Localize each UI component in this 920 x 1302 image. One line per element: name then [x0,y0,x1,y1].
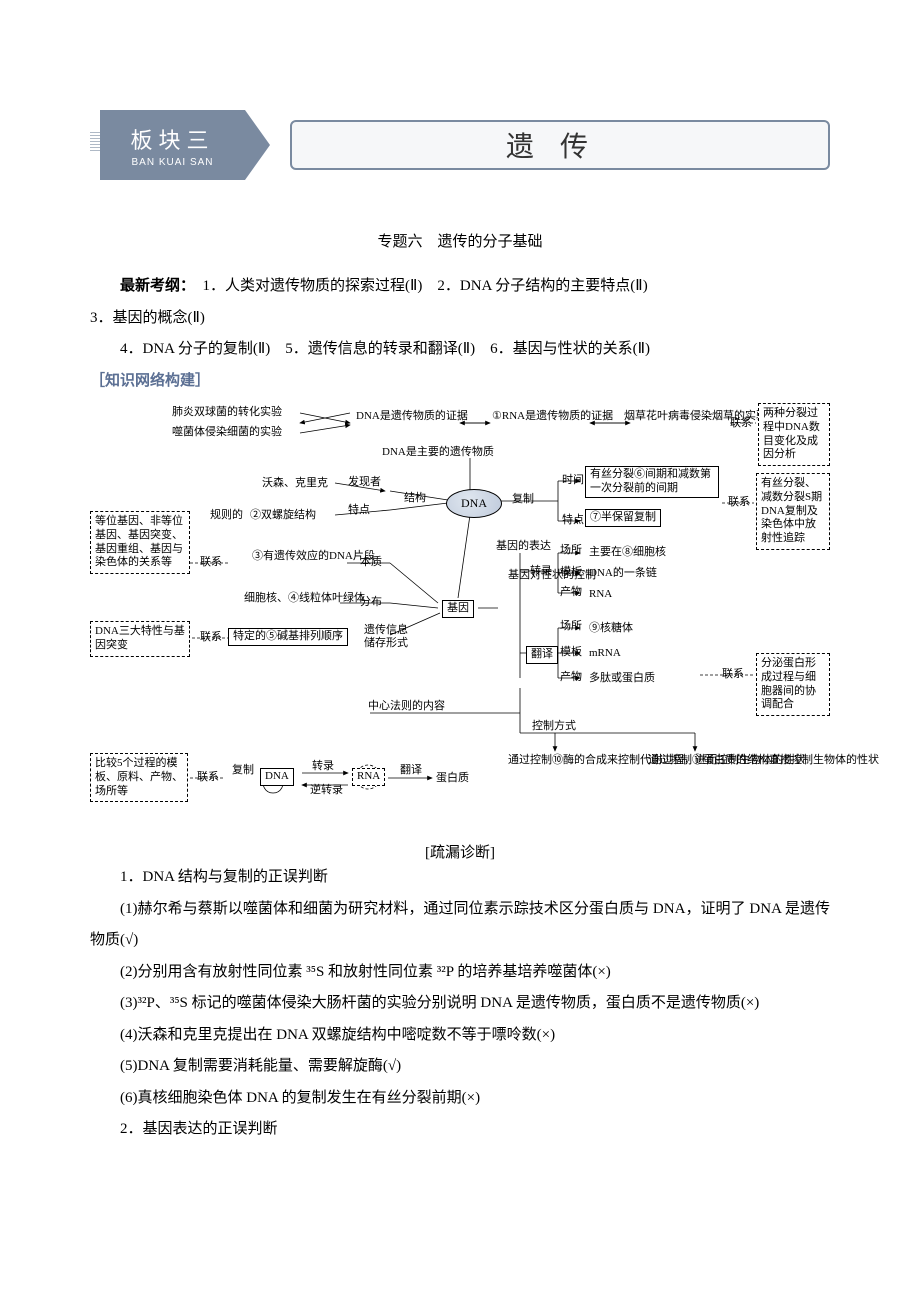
qa-h1: 1．DNA 结构与复制的正误判断 [90,862,830,894]
dg-top-left1: 肺炎双球菌的转化实验 [170,405,284,421]
qa-1-2: (2)分别用含有放射性同位素 ³⁵S 和放射性同位素 ³²P 的培养基培养噬菌体… [90,957,830,989]
dg-dogma-translate: 翻译 [398,763,424,779]
knowledge-diagram: 肺炎双球菌的转化实验 噬菌体侵染细菌的实验 DNA是遗传物质的证据 ①RNA是遗… [90,403,830,833]
dg-box-top-right: 两种分裂过程中DNA数目变化及成因分析 [758,403,830,466]
dg-tl-place: ⑨核糖体 [587,621,635,637]
module-block-pinyin: BAN KUAI SAN [131,157,213,168]
dg-way2: 通过控制⑪蛋白质的结构直接控制生物体的性状 [646,753,786,769]
dg-link-2: 联系 [726,495,752,511]
module-title: 遗传 [290,120,830,170]
dg-top-right1: 烟草花叶病毒侵染烟草的实验 [622,409,722,425]
qa-1-4: (4)沃森和克里克提出在 DNA 双螺旋结构中嘧啶数不等于嘌呤数(×) [90,1020,830,1052]
outline-line-3: 4．DNA 分子的复制(Ⅱ) 5．遗传信息的转录和翻译(Ⅱ) 6．基因与性状的关… [90,334,830,366]
dg-copy-feat: ⑦半保留复制 [585,509,661,527]
dg-tr-product-lbl: 产物 [558,585,584,601]
dg-tl-place-lbl: 场所 [558,619,584,635]
dg-ctrl-col: 基因对性状的控制 [506,568,520,584]
dg-info-store: 储存形式 [362,636,410,652]
dg-dna-main: DNA是主要的遗传物质 [380,445,496,461]
dg-link-4: 联系 [198,630,224,646]
outline-line-2: 3．基因的概念(Ⅱ) [90,303,830,335]
dg-struct-lbl: 结构 [402,491,428,507]
dg-discoverer: 沃森、克里克 [260,476,330,492]
module-banner: 板块三 BAN KUAI SAN 遗传 [90,100,830,190]
dg-box-right-mid: 有丝分裂、减数分裂S期DNA复制及染色体中放射性追踪 [756,473,830,550]
qa-1-1: (1)赫尔希与蔡斯以噬菌体和细菌为研究材料，通过同位素示踪技术区分蛋白质与 DN… [90,894,830,957]
dg-discoverer-lbl: 发现者 [346,475,383,491]
qa-h2: 2．基因表达的正误判断 [90,1114,830,1146]
dg-ctrl-mode-lbl: 控制方式 [530,719,578,735]
dg-time-lbl: 时间 [560,473,586,489]
dg-tr-template: DNA的一条链 [587,566,659,582]
qa-1-6: (6)真核细胞染色体 DNA 的复制发生在有丝分裂前期(×) [90,1083,830,1115]
section-check-title: [疏漏诊断] [90,841,830,862]
dg-box-left-mid: 等位基因、非等位基因、基因突变、基因重组、基因与染色体的关系等 [90,511,190,574]
dg-top-mid2: ①RNA是遗传物质的证据 [490,409,590,425]
outline-lead: 最新考纲： [120,278,188,294]
dg-box-left-bot2: 比较5个过程的模板、原料、产物、场所等 [90,753,188,802]
dg-link-5: 联系 [720,667,746,683]
section-knowledge: ［知识网络构建］ [90,366,830,398]
dg-feature-lbl: 特点 [346,503,372,519]
dg-copy-lbl: 复制 [510,492,536,508]
dg-hub-oval: DNA [446,489,502,518]
dg-dogma-dna: DNA [260,768,294,786]
dg-link-6: 联系 [195,770,221,786]
dg-expr-col: 基因的表达 [494,539,508,555]
qa-1-3: (3)³²P、³⁵S 标记的噬菌体侵染大肠杆菌的实验分别说明 DNA 是遗传物质… [90,988,830,1020]
dg-tr-place: 主要在⑧细胞核 [587,545,668,561]
dg-top-left2: 噬菌体侵染细菌的实验 [170,425,284,441]
dg-gene-box: 基因 [442,600,474,618]
dg-central-dogma-lbl: 中心法则的内容 [366,699,447,715]
dg-tl-template-lbl: 模板 [558,645,584,661]
dg-tr-product: RNA [587,587,614,603]
dg-dogma-rna: RNA [352,768,385,786]
dg-dogma-transcribe: 转录 [310,759,336,775]
dg-effect: ③有遗传效应的DNA片段 [250,549,346,565]
chevron-icon [245,110,270,180]
dg-hub: DNA [446,489,502,518]
dg-box-right-bot: 分泌蛋白形成过程与细胞器间的协调配合 [756,653,830,716]
dg-seq: 特定的⑤碱基排列顺序 [228,628,348,646]
dg-distrib-lbl: 分布 [358,595,384,611]
dg-copy-time: 有丝分裂⑥间期和减数第一次分裂前的间期 [585,466,719,498]
outline-line-1: 最新考纲： 1．人类对遗传物质的探索过程(Ⅱ) 2．DNA 分子结构的主要特点(… [90,271,830,303]
dg-tl-product-lbl: 产物 [558,670,584,686]
dg-link-1: 联系 [728,416,754,432]
dg-rule-lbl: 规则的 [208,508,245,524]
qa-1-5: (5)DNA 复制需要消耗能量、需要解旋酶(√) [90,1051,830,1083]
dg-double-helix: ②双螺旋结构 [248,508,318,524]
dg-dogma-copy: 复制 [230,763,244,779]
dg-box-left-bot1: DNA三大特性与基因突变 [90,621,190,657]
dg-way1: 通过控制⑩酶的合成来控制代谢过程，进而控制生物体的性状 [506,753,636,769]
module-block-cn: 板块三 [130,123,214,155]
dg-tl-product: 多肽或蛋白质 [587,671,657,687]
dg-tl-template: mRNA [587,646,623,662]
module-block: 板块三 BAN KUAI SAN [100,110,245,180]
dg-transl-lbl: 翻译 [526,646,558,664]
dg-dogma-reverse: 逆转录 [308,783,345,799]
dg-feat-lbl2: 特点 [560,513,586,529]
dg-link-3: 联系 [198,555,224,571]
dg-tr-template-lbl: 模板 [558,565,584,581]
dg-dogma-protein: 蛋白质 [434,771,471,787]
topic-subtitle: 专题六 遗传的分子基础 [90,230,830,251]
dg-top-mid1: DNA是遗传物质的证据 [354,409,454,425]
dg-transcr-lbl: 转录 [528,564,554,580]
dg-tr-place-lbl: 场所 [558,543,584,559]
dg-essence-lbl: 本质 [358,555,384,571]
dg-distrib: 细胞核、④线粒体叶绿体 [242,591,340,607]
outline-text-1: 1．人类对遗传物质的探索过程(Ⅱ) 2．DNA 分子结构的主要特点(Ⅱ) [188,278,648,294]
